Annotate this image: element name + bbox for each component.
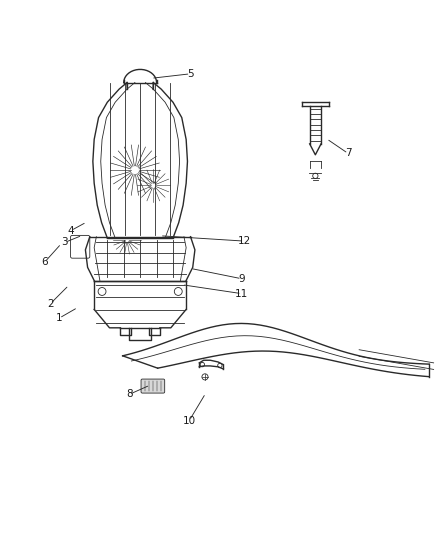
FancyBboxPatch shape [141, 379, 165, 393]
Text: 10: 10 [183, 416, 196, 426]
Text: 4: 4 [67, 225, 74, 236]
Text: 11: 11 [235, 289, 248, 298]
Text: 2: 2 [47, 298, 54, 309]
Text: 6: 6 [41, 257, 48, 267]
Text: 8: 8 [126, 390, 133, 399]
Text: 12: 12 [238, 236, 251, 246]
Text: 3: 3 [61, 237, 68, 247]
Text: 7: 7 [345, 149, 352, 158]
Text: 1: 1 [56, 313, 63, 323]
Text: 5: 5 [187, 69, 194, 79]
Text: 9: 9 [238, 274, 245, 284]
